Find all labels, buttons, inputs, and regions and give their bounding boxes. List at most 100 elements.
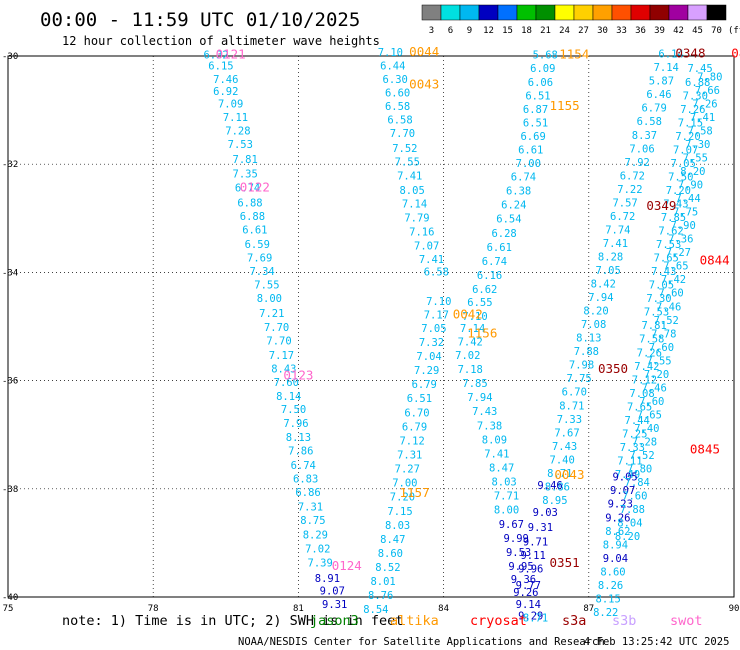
wave-height-point: 7.27	[666, 247, 691, 259]
wave-height-point: 7.05	[649, 280, 674, 292]
wave-height-point: 7.94	[467, 392, 492, 404]
wave-height-point: 7.62	[658, 226, 683, 238]
colorbar-swatch	[668, 4, 689, 21]
colorbar-label: 6	[448, 26, 453, 36]
wave-height-point: 6.69	[520, 131, 545, 143]
pass-label: 1156	[467, 325, 497, 340]
wave-height-point: 7.65	[654, 253, 679, 265]
wave-height-point: 9.67	[499, 519, 524, 531]
wave-height-point: 6.79	[402, 421, 427, 433]
wave-height-point: 7.38	[477, 420, 502, 432]
wave-height-point: 7.57	[612, 197, 637, 209]
wave-height-point: 8.91	[315, 573, 340, 585]
wave-height-point: 6.62	[472, 284, 497, 296]
wave-height-point: 8.22	[593, 607, 618, 619]
wave-height-point: 7.85	[661, 212, 686, 224]
wave-height-point: 7.00	[392, 478, 417, 490]
wave-height-point: 7.40	[634, 423, 659, 435]
wave-height-point: 7.08	[581, 319, 606, 331]
wave-height-point: 9.03	[533, 507, 558, 519]
wave-height-point: 7.02	[305, 544, 330, 556]
pass-label: 0044	[409, 44, 439, 59]
wave-height-point: 8.13	[576, 333, 601, 345]
wave-height-point: 7.20	[644, 369, 669, 381]
wave-height-point: 7.65	[627, 401, 652, 413]
wave-height-point: 7.07	[673, 144, 698, 156]
wave-height-point: 6.72	[610, 211, 635, 223]
satellite-legend: jason3 altika cryosat s3a s3b swot	[310, 613, 703, 629]
wave-height-point: 7.12	[632, 374, 657, 386]
pass-label: 0845	[690, 442, 720, 457]
wave-height-point: 9.95	[508, 561, 533, 573]
wave-height-point: 7.05	[596, 265, 621, 277]
wave-height-point: 7.41	[603, 238, 628, 250]
wave-height-point: 8.15	[596, 593, 621, 605]
wave-height-point: 6.61	[242, 224, 267, 236]
wave-height-point: 6.60	[385, 88, 410, 100]
wave-height-point: 7.65	[663, 261, 688, 273]
wave-height-point: 7.34	[249, 266, 274, 278]
wave-height-point: 6.74	[511, 171, 536, 183]
wave-height-point: 8.14	[276, 391, 301, 403]
wave-height-point: 7.30	[683, 90, 708, 102]
x-tick-label: 81	[293, 604, 304, 614]
colorbar-swatch	[687, 4, 708, 21]
wave-height-point: 7.86	[288, 446, 313, 458]
wave-height-point: 6.38	[506, 185, 531, 197]
wave-height-point: 6.88	[237, 197, 262, 209]
wave-height-point: 7.31	[298, 501, 323, 513]
wave-height-point: 7.92	[625, 157, 650, 169]
colorbar-swatch	[516, 4, 537, 21]
wave-height-point: 7.49	[615, 469, 640, 481]
colorbar-label: 27	[578, 26, 589, 36]
y-tick-label: -36	[2, 377, 18, 387]
colorbar-label: 9	[467, 26, 472, 36]
wave-height-point: 8.60	[378, 548, 403, 560]
wave-height-point: 7.33	[620, 442, 645, 454]
wave-height-point: 6.74	[291, 460, 316, 472]
colorbar-unit: (ft)	[728, 26, 740, 36]
wave-height-point: 8.71	[547, 468, 572, 480]
wave-height-point: 8.29	[303, 530, 328, 542]
wave-height-point: 7.67	[554, 427, 579, 439]
wave-height-point: 7.42	[634, 361, 659, 373]
wave-height-point: 7.22	[617, 184, 642, 196]
wave-height-point: 7.88	[574, 346, 599, 358]
colorbar-label: 39	[654, 26, 665, 36]
footer: note: 1) Time is in UTC; 2) SWH is in fe…	[62, 613, 729, 648]
wave-height-point: 6.87	[523, 104, 548, 116]
wave-height-point: 5.87	[649, 76, 674, 88]
wave-height-point: 7.55	[646, 355, 671, 367]
wave-height-point: 7.74	[605, 224, 630, 236]
wave-height-point: 7.29	[414, 365, 439, 377]
wave-height-point: 6.14	[658, 49, 683, 61]
colorbar-swatch	[459, 4, 480, 21]
x-tick-label: 75	[3, 604, 14, 614]
wave-height-point: 9.53	[506, 547, 531, 559]
wave-height-point: 6.61	[487, 242, 512, 254]
pass-label: 0124	[332, 558, 362, 573]
wave-height-point: 6.72	[620, 170, 645, 182]
wave-height-point: 8.71	[523, 612, 548, 624]
wave-height-point: 9.29	[518, 611, 543, 623]
chart-subtitle: 12 hour collection of altimeter wave hei…	[62, 34, 380, 48]
wave-height-point: 7.46	[213, 74, 238, 86]
wave-height-point: 7.28	[225, 125, 250, 137]
wave-height-point: 7.70	[390, 128, 415, 140]
wave-height-point: 7.26	[680, 104, 705, 116]
colorbar-swatch	[421, 4, 442, 21]
wave-height-point: 6.59	[245, 239, 270, 251]
wave-height-point: 6.51	[407, 393, 432, 405]
colorbar-label: 70	[711, 26, 722, 36]
legend-item-swot: swot	[670, 613, 703, 629]
wave-height-point: 8.01	[370, 576, 395, 588]
pass-label: 08	[731, 46, 740, 61]
wave-height-point: 7.28	[632, 437, 657, 449]
wave-height-point: 9.11	[520, 550, 545, 562]
wave-height-point: 6.30	[383, 74, 408, 86]
wave-height-point: 7.00	[516, 158, 541, 170]
wave-height-point: 7.46	[641, 382, 666, 394]
wave-height-point: 7.60	[649, 342, 674, 354]
wave-height-point: 7.30	[685, 139, 710, 151]
